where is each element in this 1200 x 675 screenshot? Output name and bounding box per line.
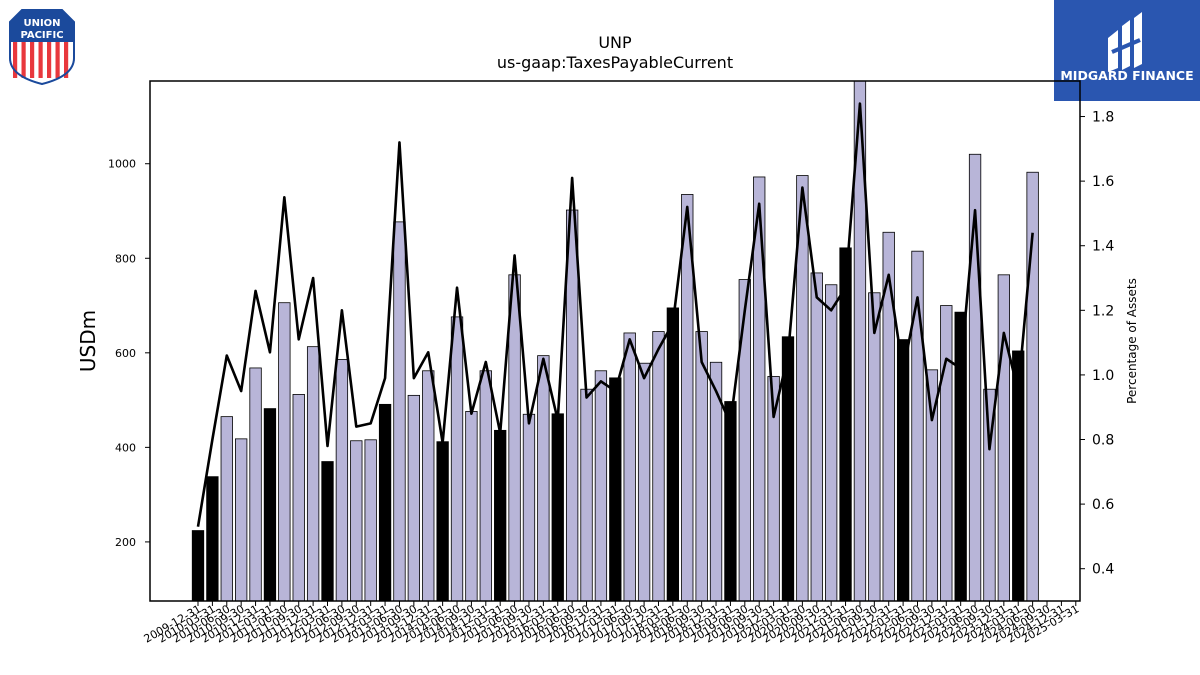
bar bbox=[637, 362, 651, 602]
y2-tick-label: 1.2 bbox=[1092, 303, 1114, 319]
y2-tick-label: 0.4 bbox=[1092, 562, 1114, 578]
bar bbox=[580, 388, 593, 602]
bar bbox=[220, 416, 233, 602]
y2-tick-label: 1.8 bbox=[1092, 110, 1114, 126]
bar bbox=[450, 316, 464, 602]
bar bbox=[565, 209, 579, 602]
bar bbox=[494, 429, 507, 602]
midgard-brand-name: MIDGARD FINANCE bbox=[1060, 68, 1193, 83]
bar bbox=[436, 441, 449, 602]
bar bbox=[350, 440, 363, 602]
bar bbox=[896, 339, 910, 602]
bar bbox=[868, 292, 881, 602]
bar bbox=[609, 377, 622, 602]
bar bbox=[465, 411, 478, 602]
bar bbox=[810, 272, 823, 602]
y2-tick-label: 0.8 bbox=[1092, 433, 1114, 449]
bar bbox=[537, 355, 550, 602]
y-tick-label: 800 bbox=[115, 252, 136, 265]
shield-stripe bbox=[13, 42, 18, 78]
bar bbox=[393, 221, 406, 602]
bar bbox=[206, 476, 219, 602]
shield-stripe bbox=[21, 42, 26, 78]
y2-tick-label: 0.6 bbox=[1092, 497, 1114, 513]
bars-layer bbox=[191, 80, 1039, 602]
bar bbox=[335, 359, 349, 602]
pct-of-assets-line bbox=[196, 102, 1034, 527]
bar bbox=[364, 439, 377, 602]
bar bbox=[839, 247, 852, 602]
y-axis-label: USDm bbox=[76, 310, 100, 372]
midgard-finance-logo: MIDGARD FINANCE bbox=[1054, 0, 1200, 101]
y2-axis-label: Percentage of Assets bbox=[1125, 278, 1139, 404]
bar bbox=[306, 346, 320, 602]
bar bbox=[191, 530, 205, 602]
y-tick-label: 200 bbox=[115, 536, 136, 549]
bar bbox=[378, 403, 392, 602]
shield-stripe bbox=[47, 42, 52, 78]
y2-tick-label: 1.0 bbox=[1092, 368, 1114, 384]
bar bbox=[666, 307, 680, 602]
logo-text-line2: PACIFIC bbox=[20, 30, 63, 41]
bar bbox=[522, 413, 536, 602]
bar bbox=[652, 331, 665, 602]
bar bbox=[623, 332, 636, 602]
shield-stripe bbox=[30, 42, 35, 78]
y2-tick-label: 1.6 bbox=[1092, 174, 1114, 190]
y2-tick-label: 1.4 bbox=[1092, 239, 1114, 255]
bar bbox=[738, 279, 751, 602]
logo-text-line1: UNION bbox=[23, 18, 60, 29]
shield-stripe bbox=[64, 42, 69, 78]
bar bbox=[278, 302, 291, 602]
bar bbox=[508, 274, 521, 602]
bar bbox=[249, 367, 262, 602]
y-tick-label: 400 bbox=[115, 441, 136, 454]
bar bbox=[594, 370, 608, 602]
union-pacific-logo: UNION PACIFIC bbox=[9, 9, 75, 86]
chart-title: UNP bbox=[598, 33, 632, 52]
shield-stripe bbox=[38, 42, 43, 78]
line-layer bbox=[196, 102, 1034, 527]
bar bbox=[724, 401, 737, 602]
bar bbox=[321, 461, 334, 602]
bar bbox=[997, 274, 1010, 602]
bar bbox=[551, 413, 564, 602]
bar bbox=[263, 408, 277, 602]
bar bbox=[292, 394, 305, 602]
chart-subtitle: us-gaap:TaxesPayableCurrent bbox=[497, 53, 733, 72]
bar bbox=[825, 284, 838, 602]
bar bbox=[422, 370, 435, 602]
bar bbox=[940, 305, 953, 602]
bar bbox=[235, 438, 248, 602]
y-tick-label: 600 bbox=[115, 347, 136, 360]
bar bbox=[407, 394, 421, 602]
bar bbox=[479, 370, 492, 602]
axes-layer: 200 400 600 800 1000 0.4 0.6 0.8 1.0 1.2 1.4 1.6 1.8… bbox=[108, 80, 1114, 646]
shield-stripe bbox=[55, 42, 60, 78]
y-tick-label: 1000 bbox=[108, 158, 136, 171]
